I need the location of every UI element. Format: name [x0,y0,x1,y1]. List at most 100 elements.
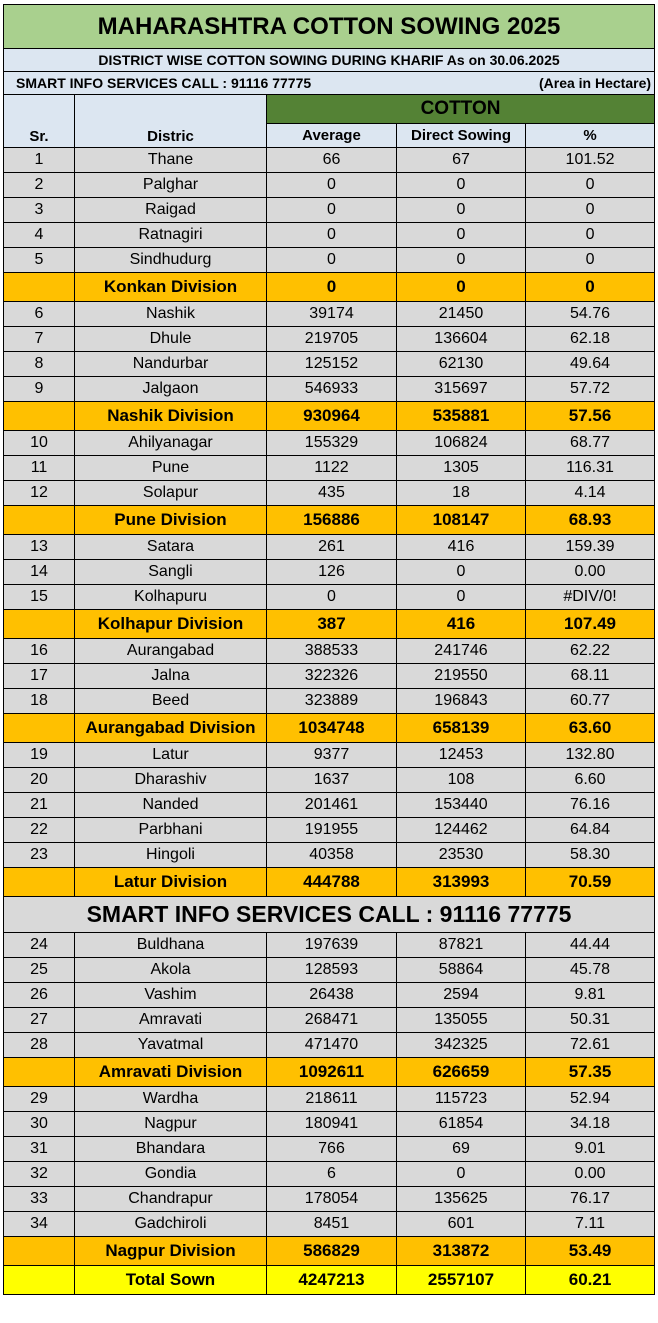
district-average: 197639 [266,932,397,958]
division-row: Kolhapur Division 387 416 107.49 [3,609,656,639]
district-direct-sowing: 0 [396,222,526,248]
district-percent: 0 [524,247,656,273]
district-average: 0 [266,222,397,248]
division-average: 156886 [266,505,397,535]
district-percent: 68.11 [524,663,656,689]
header-sr: Sr. [3,94,75,148]
division-average: 0 [266,272,397,302]
division-percent: 0 [524,272,656,302]
district-row: 34 Gadchiroli 8451 601 7.11 [3,1211,656,1237]
division-name: Nashik Division [74,401,267,431]
district-row: 20 Dharashiv 1637 108 6.60 [3,767,656,793]
district-average: 261 [266,534,397,560]
district-sr: 10 [3,430,75,456]
district-direct-sowing: 67 [396,147,526,173]
district-row: 27 Amravati 268471 135055 50.31 [3,1007,656,1033]
district-sr: 28 [3,1032,75,1058]
district-name: Palghar [74,172,267,198]
district-direct-sowing: 135055 [396,1007,526,1033]
header-average: Average [266,123,397,148]
district-direct-sowing: 0 [396,1161,526,1187]
district-sr: 4 [3,222,75,248]
total-sr [3,1265,75,1295]
division-direct-sowing: 0 [396,272,526,302]
division-average: 1034748 [266,713,397,743]
district-percent: 68.77 [524,430,656,456]
division-average: 1092611 [266,1057,397,1087]
district-name: Jalgaon [74,376,267,402]
division-direct-sowing: 626659 [396,1057,526,1087]
total-label: Total Sown [74,1265,267,1295]
division-percent: 70.59 [524,867,656,897]
district-percent: 159.39 [524,534,656,560]
division-sr [3,867,75,897]
division-percent: 57.56 [524,401,656,431]
division-direct-sowing: 658139 [396,713,526,743]
division-direct-sowing: 313993 [396,867,526,897]
district-name: Satara [74,534,267,560]
district-average: 322326 [266,663,397,689]
district-sr: 22 [3,817,75,843]
district-sr: 21 [3,792,75,818]
district-row: 31 Bhandara 766 69 9.01 [3,1136,656,1162]
district-row: 10 Ahilyanagar 155329 106824 68.77 [3,430,656,456]
district-sr: 2 [3,172,75,198]
district-row: 11 Pune 1122 1305 116.31 [3,455,656,481]
district-name: Hingoli [74,842,267,868]
district-name: Gadchiroli [74,1211,267,1237]
district-average: 471470 [266,1032,397,1058]
district-name: Wardha [74,1086,267,1112]
district-direct-sowing: 106824 [396,430,526,456]
district-average: 191955 [266,817,397,843]
district-average: 128593 [266,957,397,983]
division-row: Latur Division 444788 313993 70.59 [3,867,656,897]
district-sr: 13 [3,534,75,560]
sheet-title: MAHARASHTRA COTTON SOWING 2025 [2,4,656,49]
district-percent: 44.44 [524,932,656,958]
district-percent: 64.84 [524,817,656,843]
district-name: Beed [74,688,267,714]
district-percent: 0.00 [524,559,656,585]
district-sr: 16 [3,638,75,664]
district-percent: 6.60 [524,767,656,793]
division-average: 930964 [266,401,397,431]
district-percent: 45.78 [524,957,656,983]
district-percent: 49.64 [524,351,656,377]
district-direct-sowing: 0 [396,172,526,198]
district-row: 33 Chandrapur 178054 135625 76.17 [3,1186,656,1212]
district-average: 8451 [266,1211,397,1237]
district-average: 6 [266,1161,397,1187]
district-row: 18 Beed 323889 196843 60.77 [3,688,656,714]
district-name: Jalna [74,663,267,689]
district-direct-sowing: 0 [396,584,526,610]
district-direct-sowing: 23530 [396,842,526,868]
district-sr: 27 [3,1007,75,1033]
division-average: 586829 [266,1236,397,1266]
district-name: Nanded [74,792,267,818]
district-average: 1637 [266,767,397,793]
district-sr: 29 [3,1086,75,1112]
division-average: 387 [266,609,397,639]
district-row: 12 Solapur 435 18 4.14 [3,480,656,506]
district-row: 19 Latur 9377 12453 132.80 [3,742,656,768]
district-percent: 132.80 [524,742,656,768]
district-sr: 19 [3,742,75,768]
district-direct-sowing: 136604 [396,326,526,352]
header-direct-sowing: Direct Sowing [396,123,526,148]
district-name: Nashik [74,301,267,327]
district-percent: #DIV/0! [524,584,656,610]
district-direct-sowing: 58864 [396,957,526,983]
district-average: 125152 [266,351,397,377]
sowing-table: MAHARASHTRA COTTON SOWING 2025 DISTRICT … [2,4,656,1295]
district-row: 25 Akola 128593 58864 45.78 [3,957,656,983]
district-percent: 50.31 [524,1007,656,1033]
header-district: Distric [74,94,267,148]
district-name: Yavatmal [74,1032,267,1058]
district-sr: 7 [3,326,75,352]
district-name: Buldhana [74,932,267,958]
district-sr: 30 [3,1111,75,1137]
header-cotton: COTTON [265,94,656,124]
district-name: Nandurbar [74,351,267,377]
district-name: Thane [74,147,267,173]
district-average: 9377 [266,742,397,768]
